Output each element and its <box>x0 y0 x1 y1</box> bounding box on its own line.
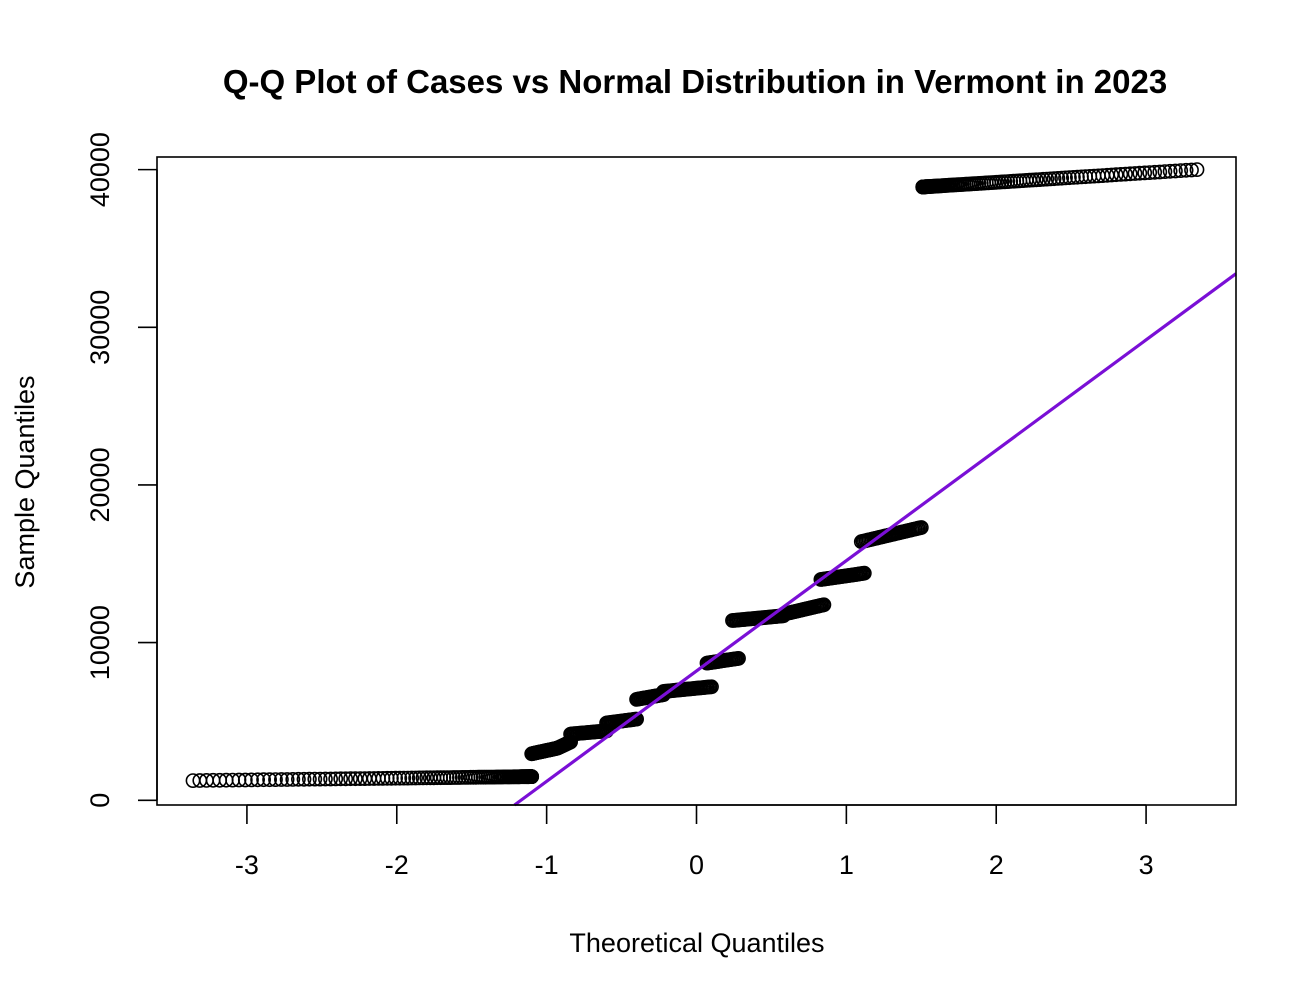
data-point <box>1118 166 1133 182</box>
data-point <box>1152 164 1168 180</box>
data-point <box>731 651 746 666</box>
data-point <box>1173 163 1189 178</box>
data-point <box>415 770 431 786</box>
data-point <box>307 771 323 787</box>
data-point <box>347 771 363 787</box>
data-point <box>1168 163 1183 179</box>
plot-box <box>156 156 1237 806</box>
data-point <box>338 771 354 787</box>
data-point <box>317 771 333 787</box>
x-tick-label: 1 <box>839 850 854 880</box>
data-point <box>1157 164 1173 179</box>
data-point <box>1062 170 1077 186</box>
data-point <box>1058 170 1073 186</box>
data-point <box>273 772 289 787</box>
data-point <box>185 773 201 788</box>
data-point <box>192 773 208 788</box>
data-point <box>1142 165 1158 180</box>
data-point <box>1147 164 1163 180</box>
x-axis-label: Theoretical Quantiles <box>569 928 824 958</box>
points-layer <box>185 162 1205 788</box>
data-point <box>1122 166 1138 182</box>
data-point <box>290 771 306 787</box>
data-point <box>256 772 271 788</box>
data-point <box>357 771 373 786</box>
x-tick-label: 0 <box>689 850 704 880</box>
x-tick-label: -2 <box>385 850 409 880</box>
data-point <box>1132 165 1148 181</box>
y-tick-label: 20000 <box>85 447 115 522</box>
x-tick-label: 2 <box>989 850 1004 880</box>
data-point <box>361 771 377 786</box>
data-point <box>411 770 427 786</box>
data-point <box>285 772 301 787</box>
reference-line <box>513 272 1237 807</box>
data-point <box>1066 169 1081 185</box>
data-point <box>268 772 283 787</box>
data-point <box>426 770 442 786</box>
data-point <box>352 771 368 786</box>
data-point <box>296 771 312 787</box>
data-point <box>279 772 295 787</box>
chart-title: Q-Q Plot of Cases vs Normal Distribution… <box>223 63 1167 100</box>
data-point <box>301 771 317 787</box>
y-axis: 0 10000 20000 30000 40000 <box>85 132 158 808</box>
data-point <box>856 565 872 581</box>
y-axis-label: Sample Quantiles <box>10 375 40 588</box>
data-point <box>1050 170 1066 186</box>
x-tick-label: 3 <box>1139 850 1154 880</box>
y-tick-label: 0 <box>85 793 115 808</box>
data-point <box>328 771 344 787</box>
data-point <box>343 771 358 787</box>
data-point <box>250 772 265 788</box>
data-point <box>1113 166 1129 182</box>
y-tick-label: 10000 <box>85 605 115 680</box>
data-point <box>816 597 832 613</box>
data-point <box>404 770 420 786</box>
data-point <box>323 771 338 787</box>
data-point <box>1127 166 1143 181</box>
data-point <box>1108 167 1124 183</box>
data-point <box>419 770 435 786</box>
data-point <box>1178 162 1194 178</box>
data-point <box>913 520 929 535</box>
data-point <box>422 770 438 786</box>
data-point <box>408 770 423 786</box>
x-axis: -3 -2 -1 0 1 2 3 <box>235 804 1154 880</box>
data-point <box>1162 163 1178 179</box>
x-tick-label: -1 <box>535 850 559 880</box>
data-point <box>1184 162 1199 178</box>
data-point <box>262 772 277 788</box>
y-tick-label: 40000 <box>85 132 115 207</box>
data-point <box>704 679 719 695</box>
y-tick-label: 30000 <box>85 290 115 365</box>
data-point <box>400 770 416 786</box>
data-point <box>1137 165 1153 181</box>
data-point <box>1189 162 1205 177</box>
data-point <box>312 771 328 787</box>
x-tick-label: -3 <box>235 850 259 880</box>
data-point <box>333 771 349 787</box>
